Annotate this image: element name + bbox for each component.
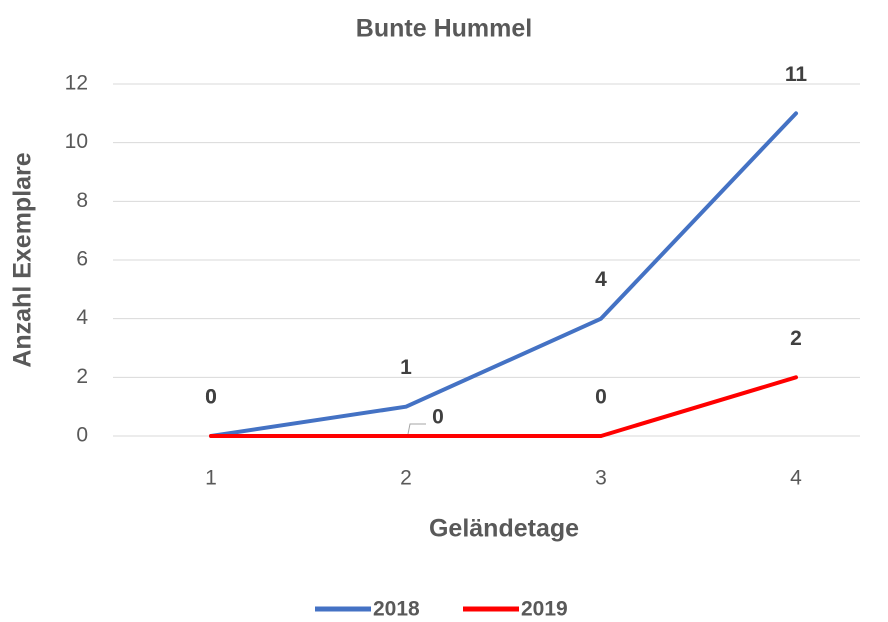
x-axis-label: Geländetage (429, 515, 579, 543)
data-label: 1 (400, 356, 412, 379)
y-tick-label: 12 (65, 72, 88, 95)
y-axis-label: Anzahl Exemplare (9, 152, 37, 367)
data-label: 0 (205, 386, 217, 409)
chart-title: Bunte Hummel (356, 15, 532, 43)
series-line (209, 111, 798, 438)
data-label: 11 (785, 63, 808, 86)
legend-label: 2018 (373, 598, 420, 621)
y-tick-label: 6 (76, 248, 88, 271)
y-tick-label: 8 (76, 189, 88, 212)
x-tick-label: 4 (790, 467, 802, 490)
x-tick-label: 1 (205, 467, 217, 490)
y-tick-label: 2 (76, 365, 88, 388)
legend-label: 2019 (521, 598, 568, 621)
data-label: 4 (595, 268, 607, 291)
y-tick-label: 4 (76, 306, 88, 329)
data-label: 2 (790, 327, 802, 350)
x-tick-label: 2 (400, 467, 412, 490)
x-tick-label: 3 (595, 467, 607, 490)
y-tick-label: 0 (76, 424, 88, 447)
data-label: 0 (205, 386, 217, 409)
leader-line (407, 423, 426, 435)
data-label: 0 (595, 386, 607, 409)
data-label: 0 (432, 406, 444, 429)
series-line (209, 375, 798, 438)
y-tick-label: 10 (65, 130, 88, 153)
